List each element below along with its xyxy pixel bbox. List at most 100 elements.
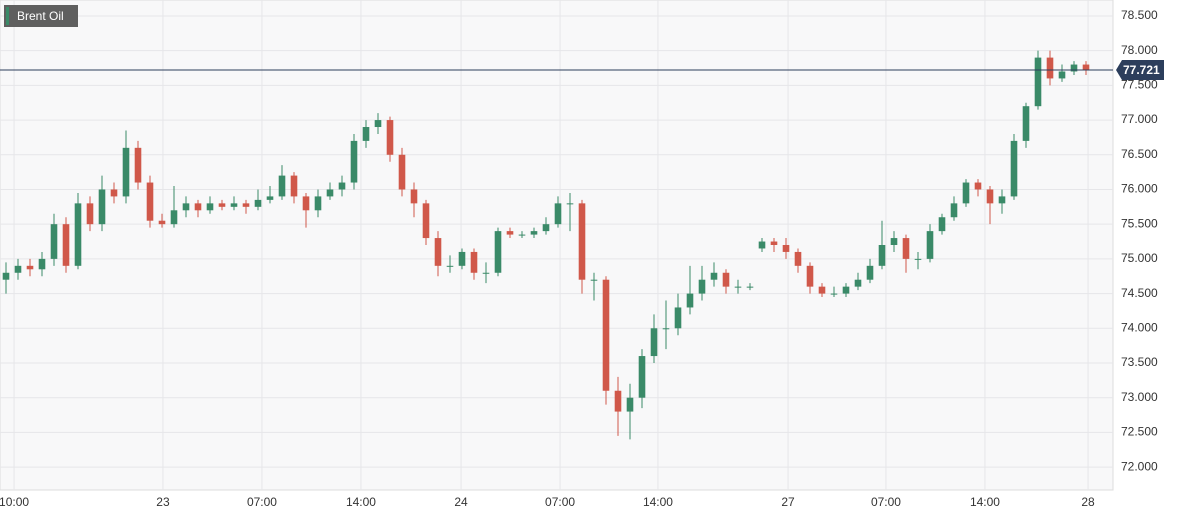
y-tick-label: 75.500 <box>1121 216 1158 230</box>
candle-body <box>734 286 742 288</box>
candle-body <box>74 203 82 266</box>
candle-body <box>314 196 322 211</box>
candle-body <box>602 279 610 391</box>
y-tick-label: 74.000 <box>1121 320 1158 334</box>
y-tick-label: 78.000 <box>1121 43 1158 57</box>
last-price-label: 77.721 <box>1123 63 1160 77</box>
candle-body <box>278 175 286 197</box>
candle-body <box>554 203 562 225</box>
y-tick-label: 76.000 <box>1121 182 1158 196</box>
candle-body <box>686 293 694 308</box>
candle-body <box>890 238 898 245</box>
candle-body <box>38 258 46 270</box>
candle-body <box>866 265 874 280</box>
candle-body <box>614 390 622 412</box>
candle-body <box>578 203 586 280</box>
candle-body <box>806 265 814 287</box>
candle-body <box>1046 57 1054 79</box>
plot-area <box>0 0 1114 491</box>
candle-body <box>2 272 10 280</box>
candle-body <box>950 203 958 218</box>
x-tick-label: 14:00 <box>643 495 673 509</box>
candle-body <box>350 140 358 183</box>
candle-body <box>206 203 214 211</box>
candle-body <box>446 265 454 267</box>
candle-body <box>818 286 826 294</box>
y-tick-label: 72.000 <box>1121 459 1158 473</box>
candle-body <box>974 182 982 190</box>
y-tick-label: 77.500 <box>1121 78 1158 92</box>
candle-body <box>626 397 634 412</box>
candle-body <box>254 199 262 207</box>
candle-body <box>854 279 862 287</box>
last-price-tag <box>1116 60 1164 81</box>
candle-body <box>770 241 778 245</box>
candle-body <box>1082 64 1090 71</box>
candle-body <box>218 203 226 207</box>
candle-body <box>1010 140 1018 197</box>
candle-body <box>266 196 274 200</box>
candle-body <box>566 203 574 205</box>
candle-body <box>326 189 334 197</box>
candle-body <box>62 224 70 266</box>
candle-body <box>1070 64 1078 72</box>
candle-body <box>698 279 706 294</box>
candle-body <box>182 203 190 211</box>
candle-body <box>134 147 142 183</box>
candle-body <box>962 182 970 204</box>
candle-body <box>50 224 58 259</box>
candle-body <box>722 272 730 287</box>
candle-body <box>110 189 118 197</box>
x-tick-label: 14:00 <box>970 495 1000 509</box>
candle-body <box>650 328 658 357</box>
candle-body <box>26 265 34 270</box>
y-tick-label: 78.500 <box>1121 8 1158 22</box>
candle-body <box>122 147 130 197</box>
candle-body <box>14 265 22 273</box>
x-tick-label: 28 <box>1081 495 1095 509</box>
y-tick-label: 76.500 <box>1121 147 1158 161</box>
x-tick-label: 07:00 <box>545 495 575 509</box>
candle-body <box>302 196 310 211</box>
candle-body <box>590 279 598 281</box>
candle-body <box>542 224 550 232</box>
candle-body <box>374 120 382 128</box>
candle-body <box>362 127 370 141</box>
legend-swatch <box>6 7 9 25</box>
candle-body <box>710 272 718 280</box>
candle-body <box>470 251 478 273</box>
candle-body <box>902 238 910 259</box>
candle-body <box>1058 71 1066 79</box>
candle-body <box>230 203 238 207</box>
legend-label: Brent Oil <box>17 9 64 23</box>
x-tick-label: 24 <box>454 495 468 509</box>
candle-body <box>746 286 754 288</box>
candle-body <box>458 251 466 266</box>
candle-body <box>506 231 514 235</box>
candle-body <box>170 210 178 225</box>
y-tick-label: 75.000 <box>1121 251 1158 265</box>
candle-body <box>1034 57 1042 107</box>
x-tick-label: 14:00 <box>346 495 376 509</box>
candle-body <box>98 189 106 225</box>
candle-body <box>386 120 394 155</box>
y-tick-label: 73.500 <box>1121 355 1158 369</box>
candle-body <box>434 238 442 266</box>
candle-body <box>830 293 838 295</box>
y-tick-label: 74.500 <box>1121 286 1158 300</box>
candle-body <box>662 328 670 330</box>
y-tick-label: 77.000 <box>1121 112 1158 126</box>
candle-body <box>242 203 250 207</box>
candle-body <box>494 231 502 273</box>
candle-body <box>914 258 922 260</box>
candle-body <box>878 245 886 266</box>
candle-body <box>290 175 298 197</box>
candle-body <box>338 182 346 190</box>
candle-body <box>422 203 430 239</box>
candle-body <box>938 217 946 232</box>
candle-body <box>998 196 1006 204</box>
candle-body <box>926 231 934 259</box>
candle-body <box>194 203 202 211</box>
candle-body <box>158 220 166 225</box>
